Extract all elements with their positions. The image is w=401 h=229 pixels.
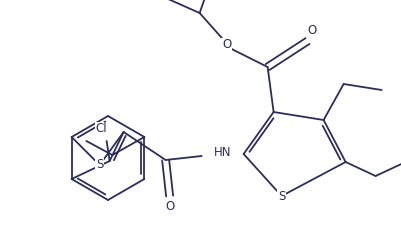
Text: O: O — [307, 25, 316, 38]
Text: S: S — [278, 190, 286, 202]
Text: O: O — [165, 199, 174, 213]
Text: Cl: Cl — [96, 123, 107, 136]
Text: HN: HN — [214, 145, 231, 158]
Text: S: S — [96, 158, 103, 172]
Text: O: O — [222, 38, 231, 52]
